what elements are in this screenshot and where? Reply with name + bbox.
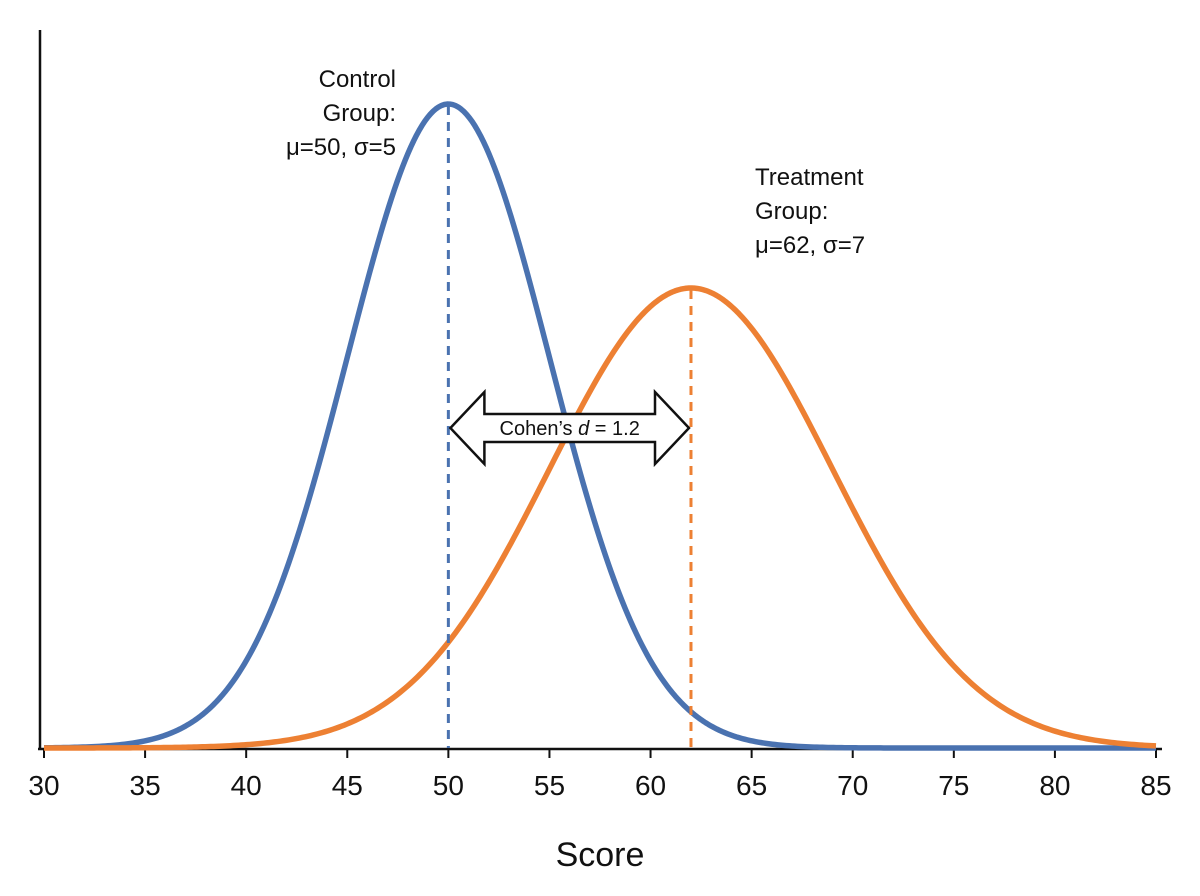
x-tick-label: 65 [736, 770, 767, 801]
series-label-treatment: Group: [755, 198, 828, 225]
series-label-control: μ=50, σ=5 [286, 134, 396, 161]
axes: 30 35 40 45 50 55 60 65 70 75 80 85 [28, 30, 1172, 801]
x-tick-label: 85 [1140, 770, 1171, 801]
series-curve-treatment [44, 285, 1157, 751]
x-tick-label: 70 [837, 770, 868, 801]
x-tick-label: 55 [534, 770, 565, 801]
x-tick-label: 35 [130, 770, 161, 801]
x-tick-label: 45 [332, 770, 363, 801]
x-tick-label: 30 [28, 770, 59, 801]
cohens-d-label: Cohen’s d = 1.2 [500, 418, 640, 440]
mean-lines [446, 106, 693, 748]
x-tick-label: 75 [938, 770, 969, 801]
series-label-control: Control [319, 66, 396, 93]
cohens-d-arrow: Cohen’s d = 1.2 [448, 388, 691, 468]
series-label-treatment: μ=62, σ=7 [755, 232, 865, 259]
double-arrow-shape [448, 388, 691, 468]
x-tick-label: 60 [635, 770, 666, 801]
curves [43, 101, 1157, 751]
x-tick-label: 40 [231, 770, 262, 801]
series-label-treatment: Treatment [755, 164, 864, 191]
series-curve-control [43, 101, 1156, 751]
series-labels: Control Group: μ=50, σ=5 Treatment Group: μ=6… [286, 66, 865, 259]
x-tick-label: 50 [433, 770, 464, 801]
x-axis-title: Score [556, 836, 645, 874]
series-label-control: Group: [323, 100, 396, 127]
x-tick-label: 80 [1039, 770, 1070, 801]
